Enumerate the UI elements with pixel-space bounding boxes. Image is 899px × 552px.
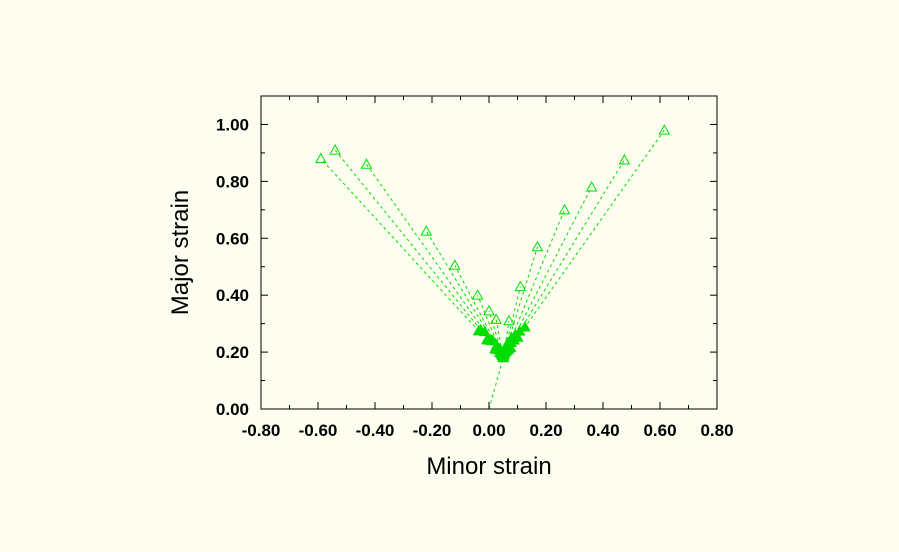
strain-endpoint-marker [585, 181, 598, 192]
strain-endpoint-marker [420, 225, 433, 236]
y-axis-title: Major strain [167, 190, 194, 315]
strain-path [334, 149, 504, 359]
strain-path [502, 129, 665, 359]
y-tick-label: 0.80 [216, 172, 249, 191]
strain-endpoint-marker [658, 124, 671, 135]
strain-endpoint-marker [531, 240, 544, 252]
strain-endpoint-marker [490, 313, 502, 324]
strain-path [425, 230, 504, 359]
strain-endpoint-marker [503, 314, 515, 326]
strain-increment-marker [511, 331, 524, 342]
x-tick-label: 0.40 [586, 421, 619, 440]
strain-endpoint-marker [471, 289, 484, 300]
strain-endpoint-marker [329, 144, 341, 155]
strain-path [477, 294, 504, 358]
strain-endpoint-marker [483, 304, 495, 316]
y-tick-label: 0.00 [216, 400, 249, 419]
x-tick-label: -0.20 [413, 421, 452, 440]
x-tick-label: -0.60 [299, 421, 338, 440]
strain-endpoint-marker [558, 203, 571, 215]
strain-endpoint-marker [315, 152, 327, 164]
y-tick-label: 0.40 [216, 286, 249, 305]
strain-endpoint-marker [360, 158, 373, 169]
marks-layer [315, 124, 671, 410]
x-axis-title: Minor strain [426, 453, 551, 480]
branch-point-marker [497, 351, 510, 363]
strain-increment-marker [519, 321, 531, 332]
x-tick-label: -0.40 [356, 421, 395, 440]
x-tick-label: 0.80 [700, 421, 733, 440]
ticks-layer: -0.80 -0.60 -0.40 -0.20 0.00 0.20 0.40 0.60 0.80… [216, 96, 734, 440]
x-tick-label: 0.60 [643, 421, 676, 440]
x-tick-label: -0.80 [242, 421, 281, 440]
strain-endpoint-marker [514, 280, 527, 292]
x-tick-label: 0.20 [529, 421, 562, 440]
y-tick-label: 1.00 [216, 115, 249, 134]
strain-endpoint-marker [448, 259, 461, 270]
x-tick-label: 0.00 [472, 421, 505, 440]
strain-increment-marker [504, 341, 517, 353]
strain-path-trunk [488, 357, 504, 410]
strain-endpoint-marker [618, 153, 631, 165]
y-tick-label: 0.60 [216, 229, 249, 248]
y-tick-label: 0.20 [216, 343, 249, 362]
